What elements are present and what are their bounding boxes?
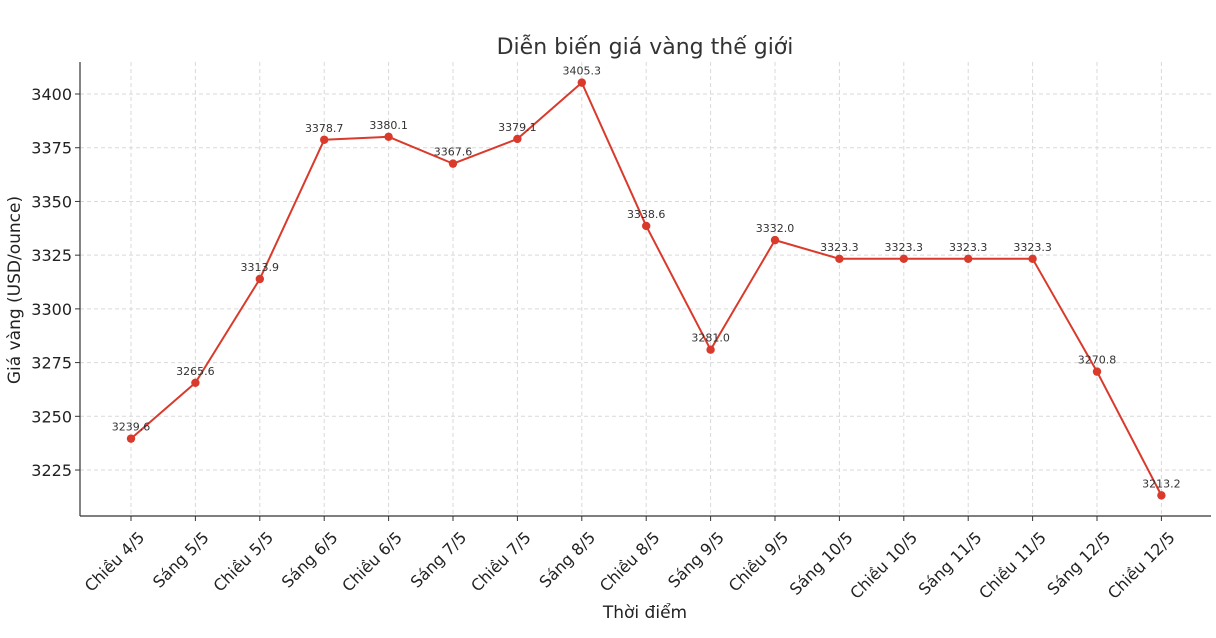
data-label: 3281.0: [691, 332, 730, 345]
x-tick-label: Chiều 10/5: [846, 528, 921, 603]
data-point: [191, 378, 200, 387]
x-tick-label: Chiều 6/5: [338, 528, 406, 596]
y-tick-label: 3225: [31, 461, 72, 480]
data-label: 3323.3: [949, 241, 988, 254]
data-label: 3323.3: [820, 241, 859, 254]
data-label: 3367.6: [434, 146, 473, 159]
x-tick-label: Sáng 7/5: [407, 528, 471, 592]
data-label: 3313.9: [241, 261, 280, 274]
chart-title: Diễn biến giá vàng thế giới: [497, 34, 794, 60]
y-tick-label: 3350: [31, 192, 72, 211]
x-tick-label: Chiều 12/5: [1104, 528, 1179, 603]
data-label: 3378.7: [305, 122, 344, 135]
data-label: 3332.0: [756, 222, 795, 235]
y-tick-label: 3300: [31, 300, 72, 319]
data-point: [1157, 491, 1166, 500]
data-point: [835, 254, 844, 264]
data-label: 3265.6: [176, 365, 215, 378]
data-point: [320, 135, 329, 144]
y-axis-label: Giá vàng (USD/ounce): [5, 196, 25, 384]
price-series: [126, 78, 1166, 500]
data-point: [126, 434, 136, 443]
y-tick-label: 3275: [31, 354, 72, 373]
data-label: 3379.1: [498, 121, 537, 134]
y-tick-label: 3325: [31, 246, 72, 265]
data-label: 3323.3: [1013, 241, 1052, 254]
x-tick-label: Chiều 9/5: [725, 528, 793, 596]
x-tick-label: Sáng 5/5: [149, 528, 213, 592]
data-point: [1092, 367, 1102, 376]
data-label: 3323.3: [885, 241, 924, 254]
data-point: [642, 221, 651, 231]
grid: [80, 62, 1211, 516]
x-tick-label: Chiều 8/5: [596, 528, 664, 596]
y-tick-label: 3250: [31, 407, 72, 426]
data-point: [513, 134, 522, 144]
x-axis-label: Thời điểm: [602, 602, 687, 623]
axes: [79, 62, 1211, 517]
data-label: 3338.6: [627, 208, 666, 221]
x-tick-label: Sáng 8/5: [535, 528, 599, 592]
x-tick-label: Chiều 11/5: [975, 528, 1050, 603]
data-labels: 3239.6 3265.6 3313.9 3378.7 3380.1 3367.6 3379…: [112, 65, 1181, 491]
data-point: [770, 235, 780, 245]
data-point: [899, 254, 908, 264]
data-point: [1028, 254, 1037, 264]
data-label: 3405.3: [563, 65, 602, 78]
data-label: 3270.8: [1078, 354, 1117, 367]
x-tick-label: Sáng 9/5: [664, 528, 728, 592]
data-point: [706, 345, 715, 354]
y-axis-ticks: 3225 3250 3275 3300 3325 3350 3375 3400: [31, 85, 80, 480]
data-point: [448, 159, 458, 168]
data-label: 3213.2: [1142, 477, 1181, 490]
x-tick-label: Sáng 6/5: [278, 528, 342, 592]
data-point: [255, 274, 264, 284]
data-point: [384, 132, 393, 141]
y-tick-label: 3375: [31, 139, 72, 158]
x-tick-label: Chiều 7/5: [467, 528, 535, 596]
data-point: [964, 254, 973, 264]
y-tick-label: 3400: [31, 85, 72, 104]
x-tick-label: Chiều 5/5: [210, 528, 278, 596]
data-point: [577, 78, 586, 87]
data-label: 3380.1: [369, 119, 408, 132]
x-tick-label: Chiều 4/5: [81, 528, 149, 596]
data-label: 3239.6: [112, 421, 151, 434]
